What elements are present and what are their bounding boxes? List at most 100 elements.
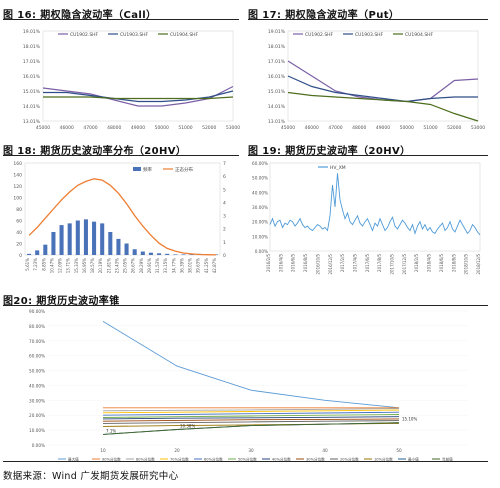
hv-series-line: [269, 173, 481, 236]
x-tick-label: 48000: [107, 125, 121, 131]
x-tick-label: 52000: [202, 125, 216, 131]
y-tick-label: 13.01%: [268, 119, 286, 125]
y-tick-label: 18.01%: [23, 44, 41, 50]
histogram-bar: [189, 254, 194, 255]
x-tick-label: 8.85%: [41, 258, 46, 271]
legend-label: 当前值: [442, 457, 453, 462]
plot-area: [287, 30, 479, 122]
histogram-bar: [27, 253, 32, 255]
y-tick-label: 18.01%: [268, 44, 286, 50]
y-tick-label: 14.01%: [268, 104, 286, 110]
histogram-bar: [173, 254, 178, 255]
x-tick-label: 10.47%: [49, 258, 54, 273]
figure17-title-rule: [248, 19, 488, 20]
x-tick-label: 40: [322, 448, 328, 453]
legend-label: CU1903.SHF: [355, 32, 384, 38]
y-tick-label: 0.00%: [255, 249, 268, 254]
y-right-tick-label: 2: [223, 227, 226, 233]
legend-label: 50%分位数: [238, 457, 257, 462]
y-tick-label: 10.00%: [252, 234, 268, 239]
x-tick-label: 2016/2/5: [266, 254, 271, 272]
figure18-title-rule: [3, 155, 239, 156]
x-tick-label: 49000: [376, 125, 390, 131]
y-left-tick-label: 60: [16, 219, 22, 225]
figure20-bottom-rule: [3, 461, 488, 462]
x-tick-label: 28.29%: [139, 258, 144, 273]
figure20-title: 图20: 期货历史波动率锥: [3, 296, 120, 307]
histogram-bar: [116, 238, 121, 255]
legend-label: 80%分位数: [136, 457, 155, 462]
x-tick-label: 23.43%: [114, 258, 119, 273]
x-tick-label: 5.61%: [25, 258, 30, 271]
y-tick-label: 0.00%: [32, 443, 45, 448]
legend-label: 40%分位数: [272, 457, 291, 462]
cone-series-line: [102, 416, 400, 420]
x-tick-label: 2017/6/5: [365, 254, 370, 272]
x-tick-label: 50: [396, 448, 402, 453]
y-tick-label: 20.00%: [252, 220, 268, 225]
y-right-tick-label: 6: [223, 174, 226, 180]
histogram-bar: [43, 244, 48, 255]
x-tick-label: 2018/2/5: [414, 254, 419, 272]
chart-put-implied-volatility: 13.01% 14.01% 15.01% 16.01% 17.01% 18.01% 19.0…: [268, 29, 485, 131]
legend-label: HV_XM: [330, 165, 346, 171]
data-source-note: 数据来源：Wind 广发期货发展研究中心: [3, 471, 179, 482]
data-label: 7.1%: [106, 428, 116, 433]
cone-series-line: [102, 414, 400, 418]
figure16-title-rule: [3, 19, 239, 20]
legend-label: 90%分位数: [102, 457, 121, 462]
cone-series-line: [102, 411, 400, 416]
x-tick-label: 2017/12/5: [402, 254, 407, 275]
x-tick-label: 18.57%: [90, 258, 95, 273]
x-tick-label: 2018/6/5: [439, 254, 444, 272]
y-tick-label: 13.01%: [23, 119, 41, 125]
histogram-bar: [75, 220, 80, 255]
histogram-bar: [35, 250, 40, 255]
histogram-bar: [148, 252, 153, 255]
histogram-bar: [157, 253, 162, 255]
x-tick-label: 2016/10/5: [315, 254, 320, 275]
chart-historical-volatility: 0.00% 10.00% 20.00% 30.00% 40.00% 50.00% 60.00…: [252, 161, 481, 275]
y-tick-label: 80.00%: [29, 324, 45, 329]
x-tick-label: 2016/8/5: [303, 254, 308, 272]
cone-series-line: [102, 321, 400, 409]
x-tick-label: 2016/4/5: [278, 254, 283, 272]
x-tick-label: 20.19%: [98, 258, 103, 273]
histogram-bar: [92, 221, 97, 255]
cone-series-line: [102, 420, 400, 424]
figure19-title: 图 19: 期货历史波动率（20HV）: [248, 146, 411, 157]
x-tick-label: 31.53%: [155, 258, 160, 273]
x-tick-label: 45000: [36, 125, 50, 131]
x-tick-label: 10: [100, 448, 106, 453]
x-tick-label: 7.23%: [33, 258, 38, 271]
histogram-bar: [213, 254, 218, 255]
y-tick-label: 19.01%: [268, 29, 286, 35]
x-tick-label: 2018/10/5: [464, 254, 469, 275]
normal-distribution-curve: [28, 178, 216, 256]
y-left-tick-label: 140: [13, 173, 22, 179]
histogram-bar: [67, 223, 72, 255]
x-tick-label: 34.77%: [171, 258, 176, 273]
x-tick-label: 2017/4/5: [352, 254, 357, 272]
x-tick-label: 42.87%: [212, 258, 217, 273]
legend-label: 30%分位数: [306, 457, 325, 462]
y-right-tick-label: 4: [223, 200, 226, 206]
chart-hv-distribution: 0 20 40 60 80 100 120 140 160 0 1 2 3 4 5 6 7 5.61% 7.23% 8…: [13, 161, 226, 273]
x-tick-label: 46000: [305, 125, 319, 131]
x-tick-label: 30: [248, 448, 254, 453]
histogram-bar: [181, 254, 186, 255]
y-tick-label: 16.01%: [23, 74, 41, 80]
y-left-tick-label: 40: [16, 230, 22, 236]
x-tick-label: 33.15%: [163, 258, 168, 273]
legend-label: 20%分位数: [340, 457, 359, 462]
plot-area: [269, 162, 481, 252]
y-tick-label: 50.00%: [29, 369, 45, 374]
y-tick-label: 50.00%: [252, 176, 268, 181]
legend-label: CU1904.SHF: [405, 32, 434, 38]
y-tick-label: 17.01%: [23, 59, 41, 65]
x-tick-label: 52000: [447, 125, 461, 131]
y-tick-label: 30.00%: [252, 205, 268, 210]
y-right-tick-label: 5: [223, 187, 226, 193]
y-left-tick-label: 80: [16, 207, 22, 213]
figure18-title: 图 18: 期货历史波动率分布（20HV）: [3, 146, 187, 157]
